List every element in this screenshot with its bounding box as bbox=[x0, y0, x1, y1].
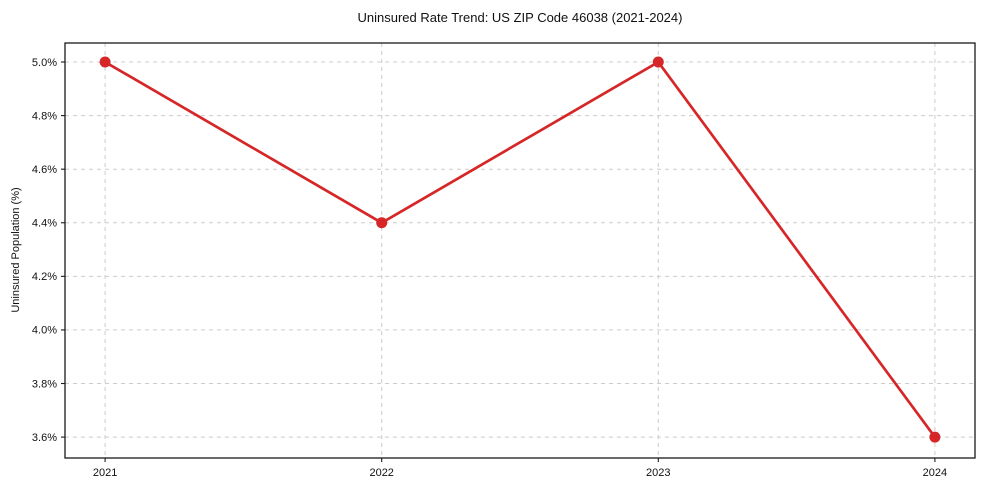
data-point-marker bbox=[652, 56, 664, 68]
y-tick-label: 4.4% bbox=[32, 218, 57, 230]
y-tick-label: 3.6% bbox=[32, 432, 57, 444]
x-tick-label: 2022 bbox=[369, 467, 393, 479]
plot-border bbox=[64, 42, 976, 459]
x-tick-label: 2021 bbox=[93, 467, 117, 479]
y-tick-label: 5.0% bbox=[32, 57, 57, 69]
data-line bbox=[103, 60, 937, 439]
data-point-marker bbox=[99, 56, 111, 68]
data-point-marker bbox=[376, 217, 388, 229]
y-tick-label: 4.6% bbox=[32, 164, 57, 176]
x-tick-label: 2024 bbox=[923, 467, 947, 479]
data-point-marker bbox=[929, 431, 941, 443]
x-tick-label: 2023 bbox=[646, 467, 670, 479]
chart-title: Uninsured Rate Trend: US ZIP Code 46038 … bbox=[357, 10, 683, 25]
y-tick-label: 4.2% bbox=[32, 271, 57, 283]
y-tick-label: 3.8% bbox=[32, 378, 57, 390]
y-tick-label: 4.0% bbox=[32, 325, 57, 337]
y-tick-label: 4.8% bbox=[32, 110, 57, 122]
